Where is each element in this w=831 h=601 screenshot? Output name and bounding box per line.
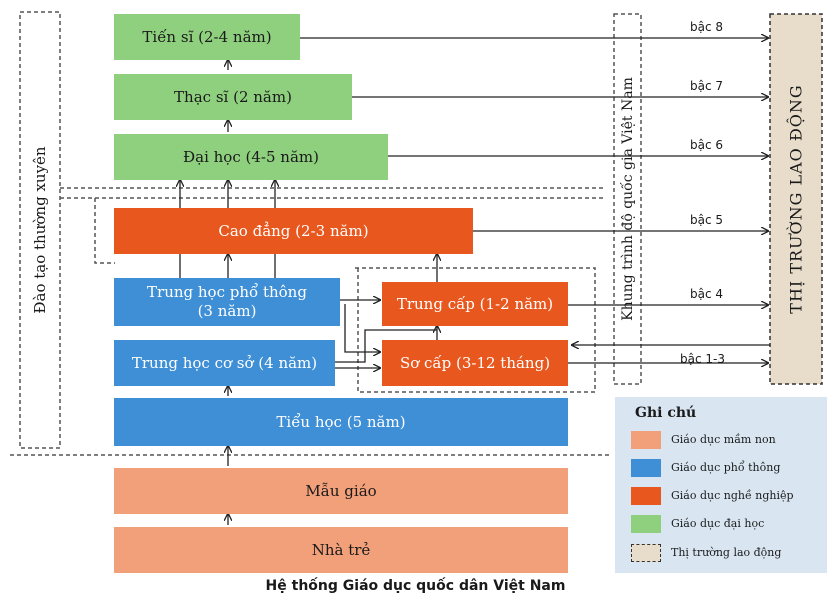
framework-frame <box>613 13 642 385</box>
lower-secondary-label: Trung học cơ sở (4 năm) <box>131 353 318 372</box>
legend-swatch <box>631 543 661 562</box>
university-box: Đại học (4-5 năm) <box>114 134 388 180</box>
level-5: bậc 5 <box>690 213 724 227</box>
kindergarten-label: Mẫu giáo <box>305 481 377 500</box>
high-school-duration: (3 năm) <box>197 302 257 320</box>
nursery-label: Nhà trẻ <box>311 540 371 559</box>
high-school-label: Trung học phổ thông <box>147 283 307 301</box>
legend-swatch <box>631 430 661 449</box>
kindergarten-box: Mẫu giáo <box>114 468 568 514</box>
high-school-box: Trung học phổ thông (3 năm) <box>114 278 340 326</box>
college-label: Cao đẳng (2-3 năm) <box>218 221 369 240</box>
level-8: bậc 8 <box>690 20 724 34</box>
level-6: bậc 6 <box>690 138 724 152</box>
level-1-3: bậc 1-3 <box>680 352 725 366</box>
continuing-education-label: Đào tạo thường xuyên <box>31 146 49 314</box>
phd-label: Tiến sĩ (2-4 năm) <box>142 27 272 46</box>
elementary-vocational-label: Sơ cấp (3-12 tháng) <box>399 353 551 372</box>
nursery-box: Nhà trẻ <box>114 527 568 573</box>
legend-swatch <box>631 486 661 505</box>
masters-box: Thạc sĩ (2 năm) <box>114 74 352 120</box>
framework-label: Khung trình độ quốc gia Việt Nam <box>620 77 636 321</box>
primary-box: Tiểu học (5 năm) <box>114 398 568 446</box>
labor-market-box <box>769 13 823 385</box>
legend-item: Giáo dục đại học <box>631 513 764 534</box>
intermediate-vocational-box: Trung cấp (1-2 năm) <box>382 282 568 326</box>
intermediate-vocational-label: Trung cấp (1-2 năm) <box>396 294 554 313</box>
level-7: bậc 7 <box>690 79 724 93</box>
legend-label: Giáo dục nghề nghiệp <box>671 489 794 502</box>
legend-swatch <box>631 458 661 477</box>
legend: Ghi chú Giáo dục mầm non Giáo dục phổ th… <box>615 397 827 573</box>
legend-label: Thị trường lao động <box>671 546 782 559</box>
legend-label: Giáo dục đại học <box>671 517 765 530</box>
diagram-caption: Hệ thống Giáo dục quốc dân Việt Nam <box>265 578 566 594</box>
level-4: bậc 4 <box>690 287 724 301</box>
legend-swatch <box>631 514 661 533</box>
lower-secondary-box: Trung học cơ sở (4 năm) <box>114 340 335 386</box>
labor-market-label: THỊ TRƯỜNG LAO ĐỘNG <box>786 84 806 314</box>
legend-item: Giáo dục phổ thông <box>631 457 780 478</box>
primary-label: Tiểu học (5 năm) <box>276 412 406 431</box>
legend-item: Giáo dục nghề nghiệp <box>631 485 794 506</box>
masters-label: Thạc sĩ (2 năm) <box>174 87 292 106</box>
legend-label: Giáo dục mầm non <box>671 433 776 446</box>
university-label: Đại học (4-5 năm) <box>183 147 319 166</box>
vocational-frame <box>355 267 596 393</box>
legend-item: Giáo dục mầm non <box>631 429 776 450</box>
college-box: Cao đẳng (2-3 năm) <box>114 208 473 254</box>
legend-label: Giáo dục phổ thông <box>671 461 781 474</box>
elementary-vocational-box: Sơ cấp (3-12 tháng) <box>382 340 568 386</box>
legend-item: Thị trường lao động <box>631 542 781 563</box>
legend-title: Ghi chú <box>635 405 697 421</box>
phd-box: Tiến sĩ (2-4 năm) <box>114 14 300 60</box>
